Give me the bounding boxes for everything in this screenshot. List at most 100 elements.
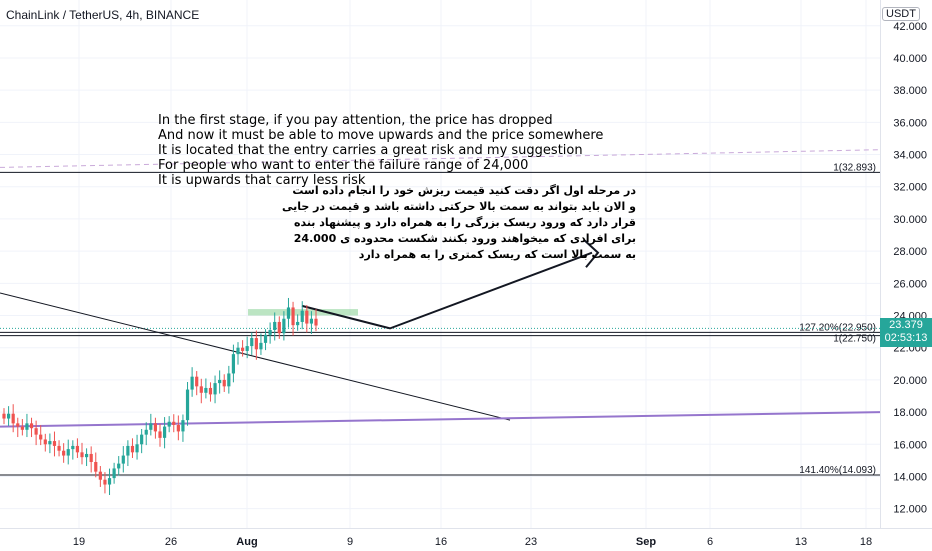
candle-body[interactable]	[121, 455, 125, 464]
candle-body[interactable]	[130, 445, 135, 453]
projection-arrowhead	[583, 239, 600, 268]
candle-body[interactable]	[240, 347, 245, 351]
price-axis-label: 42.000	[893, 21, 927, 33]
price-axis[interactable]: 42.000 40.000 38.000 36.000 34.000 32.000 30.0…	[880, 0, 932, 528]
time-axis-label: 18	[860, 536, 872, 548]
candle-body[interactable]	[254, 338, 258, 350]
grid-lines	[0, 0, 880, 528]
candle-body[interactable]	[227, 373, 231, 387]
persian-note-line: و الان باید بتواند به سمت بالا حرکتی داش…	[281, 200, 636, 213]
time-axis-label: Aug	[236, 536, 257, 548]
candle-body[interactable]	[144, 429, 148, 435]
candle-body[interactable]	[218, 379, 222, 384]
price-axis-labels: 42.000 40.000 38.000 36.000 34.000 32.000 30.0…	[893, 21, 927, 516]
candle-body[interactable]	[112, 468, 116, 479]
candle-body[interactable]	[66, 449, 70, 456]
candle-body[interactable]	[57, 445, 61, 451]
candle-body[interactable]	[268, 330, 272, 335]
price-axis-label: 36.000	[893, 117, 927, 129]
english-annotation[interactable]: In the first stage, if you pay attention…	[158, 113, 603, 188]
candle-body[interactable]	[48, 441, 52, 445]
candle-body[interactable]	[300, 310, 304, 322]
candle-body[interactable]	[314, 318, 318, 326]
persian-annotation[interactable]: در مرحله اول اگر دقت کنید قیمت ریزش خود …	[281, 183, 636, 263]
candle-body[interactable]	[84, 453, 89, 458]
candle-body[interactable]	[34, 428, 38, 435]
candle-body[interactable]	[98, 471, 102, 480]
candle-body[interactable]	[204, 387, 208, 393]
candle-body[interactable]	[167, 421, 171, 427]
price-axis-label: 40.000	[893, 53, 927, 65]
candlestick-series[interactable]	[2, 297, 318, 495]
candle-body[interactable]	[236, 347, 240, 355]
candle-body[interactable]	[135, 444, 139, 453]
time-axis-label: 23	[525, 536, 537, 548]
candle-body[interactable]	[71, 445, 75, 450]
candle-body[interactable]	[11, 413, 15, 424]
candle-body[interactable]	[140, 434, 144, 445]
fib-level-label: 141.40%(14.093)	[799, 465, 876, 476]
candle-body[interactable]	[208, 387, 213, 395]
candle-body[interactable]	[282, 318, 286, 334]
candle-body[interactable]	[222, 379, 226, 387]
candle-body[interactable]	[94, 462, 98, 472]
currency-button[interactable]: USDT	[882, 7, 920, 21]
symbol-title[interactable]: ChainLink / TetherUS, 4h, BINANCE	[6, 8, 200, 22]
current-price-tag: 23.379 02:53:13	[880, 318, 932, 347]
candle-body[interactable]	[6, 413, 11, 419]
candle-body[interactable]	[25, 423, 29, 430]
candle-body[interactable]	[75, 445, 80, 453]
candle-body[interactable]	[250, 338, 254, 347]
candle-body[interactable]	[16, 423, 20, 427]
candle-body[interactable]	[305, 310, 309, 324]
time-axis-label: 16	[435, 536, 447, 548]
projection-path[interactable]	[301, 251, 593, 330]
candle-body[interactable]	[52, 441, 57, 446]
candle-body[interactable]	[273, 321, 277, 330]
candle-body[interactable]	[199, 386, 203, 393]
candle-body[interactable]	[162, 426, 167, 438]
candle-body[interactable]	[309, 318, 314, 324]
candle-body[interactable]	[277, 321, 281, 334]
candle-body[interactable]	[43, 439, 47, 445]
candle-body[interactable]	[62, 450, 66, 456]
candle-body[interactable]	[149, 423, 153, 430]
candle-body[interactable]	[263, 334, 268, 343]
candle-body[interactable]	[259, 342, 263, 350]
price-axis-label: 18.000	[893, 407, 927, 419]
price-axis-label: 16.000	[893, 439, 927, 451]
english-note-line: And now it must be able to move upwards …	[158, 128, 604, 143]
candle-body[interactable]	[158, 431, 162, 438]
candle-body[interactable]	[286, 307, 291, 319]
candle-body[interactable]	[20, 426, 24, 430]
ascending-trendline[interactable]	[0, 411, 881, 428]
candle-body[interactable]	[126, 445, 130, 456]
candle-body[interactable]	[2, 413, 6, 419]
candle-body[interactable]	[296, 321, 300, 326]
time-axis-label: 9	[347, 536, 353, 548]
time-axis[interactable]: 19 26 Aug 9 16 23 Sep 6 13 18	[0, 528, 932, 551]
candle-body[interactable]	[181, 420, 185, 432]
candle-body[interactable]	[153, 423, 158, 432]
candle-body[interactable]	[89, 453, 93, 462]
current-price-value: 23.379	[889, 319, 923, 331]
dashed-trendline[interactable]	[0, 149, 881, 168]
candle-body[interactable]	[172, 421, 176, 425]
candle-body[interactable]	[185, 389, 190, 421]
descending-trendline[interactable]	[0, 292, 511, 421]
candle-body[interactable]	[291, 307, 295, 326]
candle-body[interactable]	[231, 354, 236, 374]
candle-body[interactable]	[117, 463, 121, 469]
candle-body[interactable]	[107, 478, 112, 485]
candle-body[interactable]	[39, 434, 43, 440]
candle-body[interactable]	[176, 424, 180, 432]
candle-body[interactable]	[190, 376, 194, 390]
candle-body[interactable]	[195, 376, 199, 387]
candle-body[interactable]	[245, 346, 249, 351]
candle-body[interactable]	[103, 479, 107, 485]
candle-body[interactable]	[29, 423, 34, 429]
candle-body[interactable]	[80, 452, 84, 458]
candle-body[interactable]	[213, 383, 217, 395]
